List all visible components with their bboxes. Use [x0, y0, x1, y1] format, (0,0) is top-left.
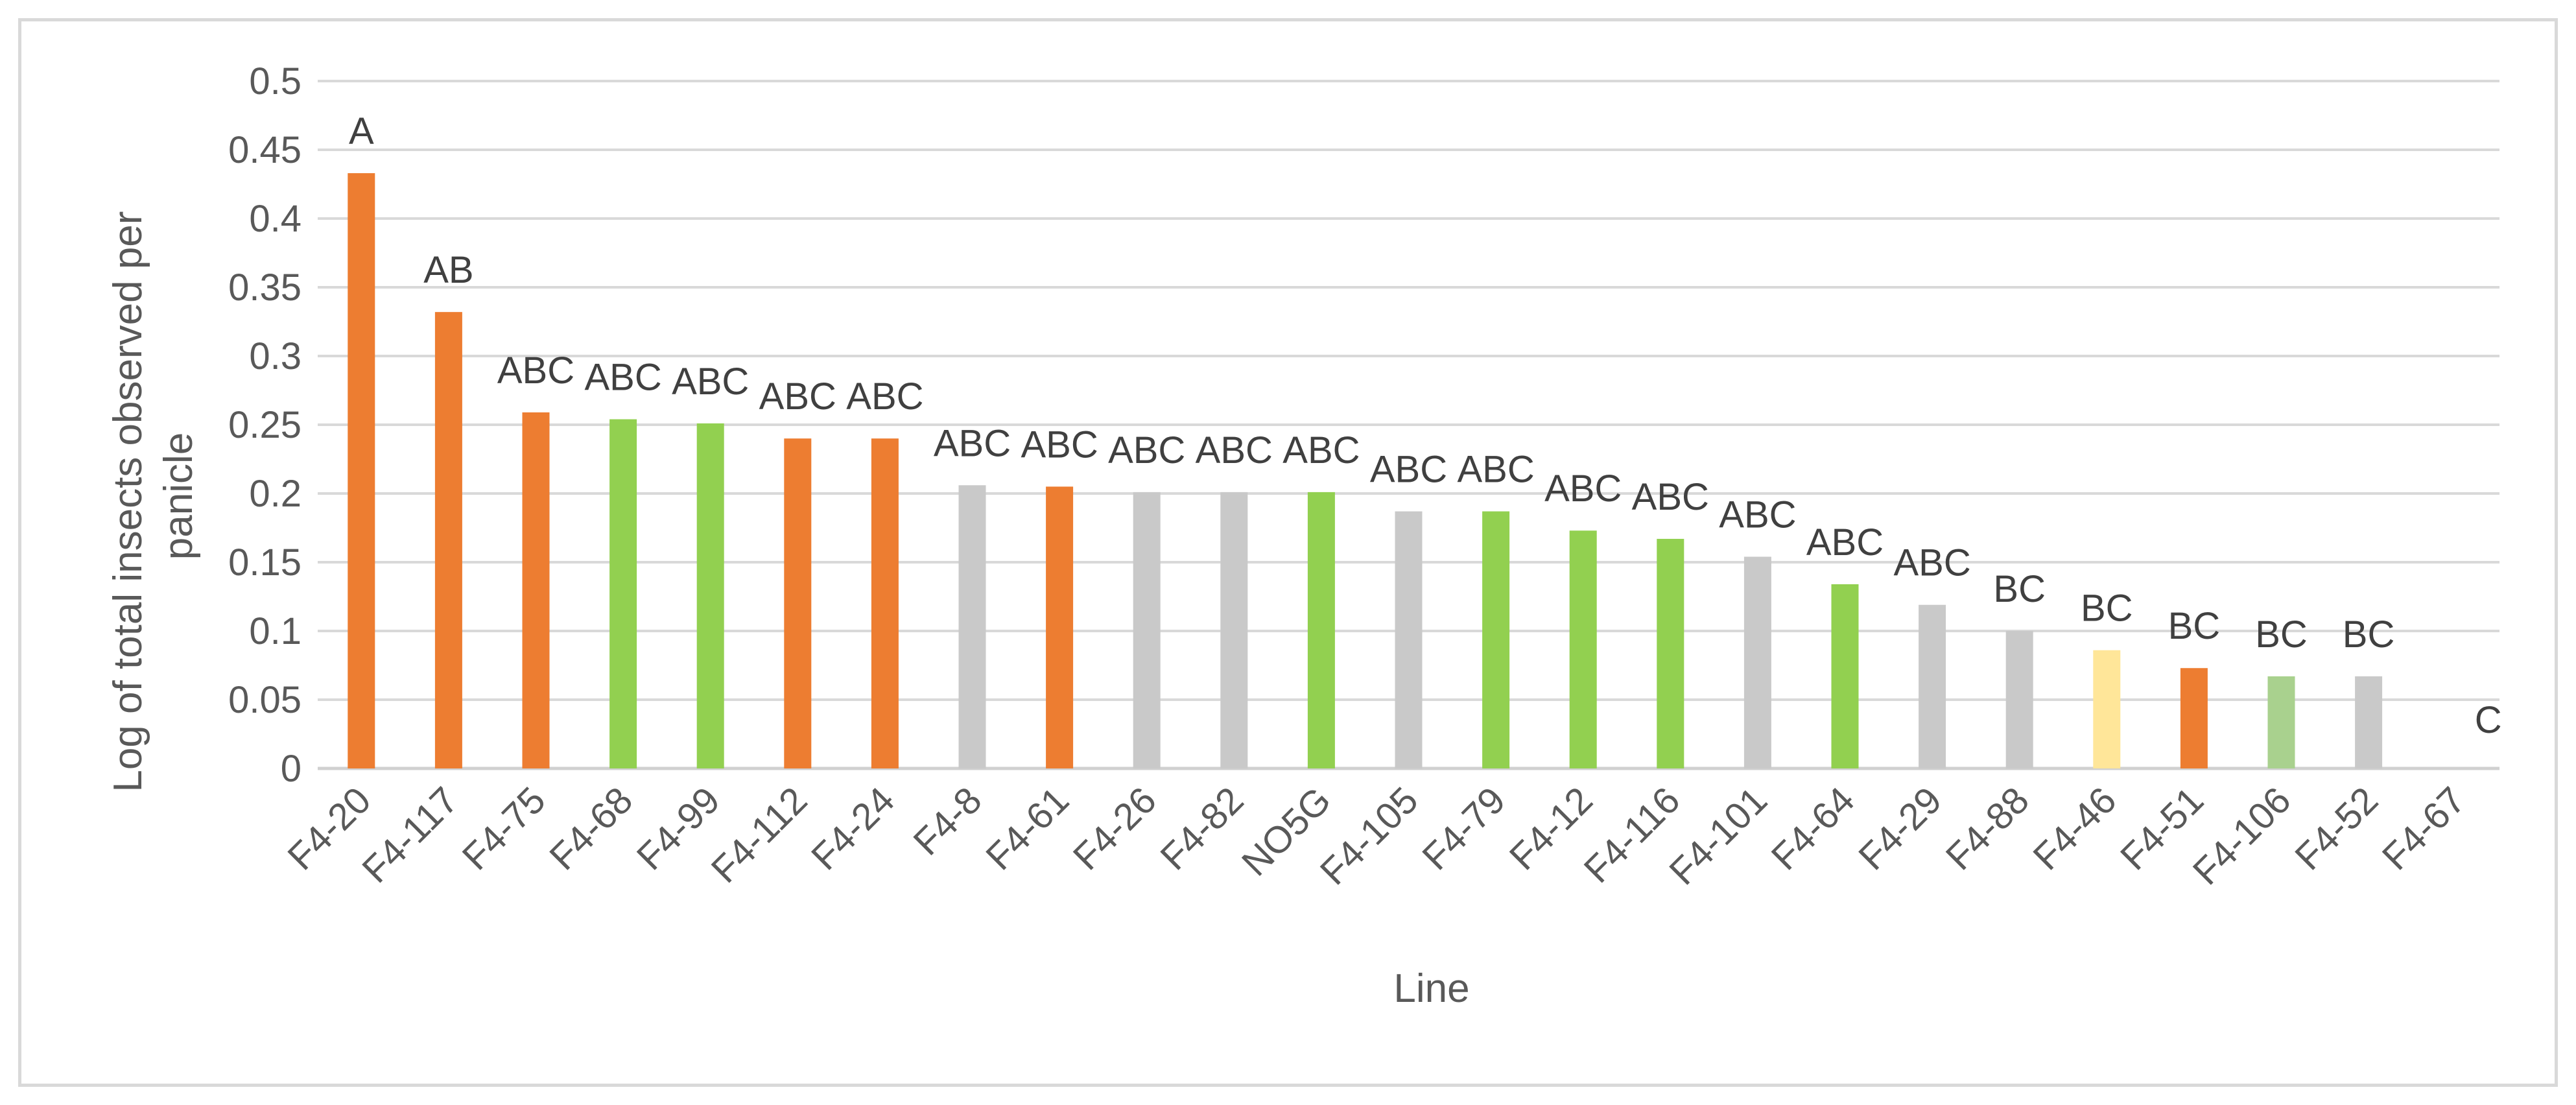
data-label: ABC — [1544, 468, 1622, 510]
x-tick-label: F4-79 — [1414, 779, 1513, 878]
data-label: ABC — [759, 375, 836, 418]
gridlines — [318, 80, 2499, 770]
x-axis-title: Line — [1393, 966, 1469, 1011]
data-label: BC — [2168, 605, 2221, 647]
data-label: ABC — [1806, 521, 1884, 564]
data-label: BC — [2255, 613, 2308, 656]
x-tick-label: F4-8 — [905, 779, 989, 863]
y-tick-label: 0.4 — [249, 198, 301, 240]
x-tick-label: F4-64 — [1764, 779, 1863, 878]
data-label: ABC — [584, 357, 661, 399]
x-tick-label: F4-106 — [2185, 779, 2299, 893]
x-tick-label: F4-112 — [703, 779, 816, 891]
bar — [784, 438, 812, 768]
data-label: AB — [423, 249, 473, 291]
bar — [1743, 556, 1771, 768]
data-label: ABC — [497, 350, 574, 392]
data-label: ABC — [1282, 429, 1360, 471]
y-tick-label: 0.3 — [249, 335, 301, 377]
y-axis-title-line-1: Log of total insects observed per — [106, 211, 150, 792]
data-label: BC — [2343, 613, 2395, 656]
x-tick-label: F4-116 — [1576, 779, 1688, 891]
bar — [1657, 538, 1684, 768]
data-label: A — [349, 110, 374, 152]
y-axis-ticks: 0 0.05 0.1 0.15 0.2 0.25 0.3 0.35 0.4 0.45 0.5 — [228, 60, 301, 790]
bar — [2267, 676, 2295, 768]
data-label: ABC — [1632, 476, 1709, 518]
data-label: ABC — [1108, 429, 1185, 471]
data-label: ABC — [1370, 449, 1447, 491]
bar — [348, 173, 375, 768]
data-label: ABC — [672, 361, 749, 403]
data-label: BC — [1993, 568, 2046, 610]
x-tick-label: F4-75 — [455, 779, 554, 878]
data-label: ABC — [846, 375, 923, 418]
bar — [2355, 676, 2383, 768]
data-label: ABC — [1893, 542, 1970, 584]
bar — [1133, 492, 1161, 768]
x-tick-label: F4-88 — [1938, 779, 2037, 878]
bar — [1831, 584, 1859, 768]
x-tick-label: F4-46 — [2025, 779, 2124, 878]
bar — [1395, 511, 1423, 768]
data-label: ABC — [1196, 429, 1273, 471]
bar — [1046, 486, 1074, 768]
bar — [2005, 631, 2033, 768]
y-tick-label: 0.05 — [228, 679, 301, 721]
bar — [522, 412, 550, 768]
bar — [2180, 668, 2208, 768]
bar — [2093, 650, 2121, 768]
bar — [958, 485, 986, 768]
data-label: ABC — [1457, 449, 1534, 491]
y-tick-label: 0.35 — [228, 267, 301, 309]
y-tick-label: 0.25 — [228, 404, 301, 446]
data-label: ABC — [1719, 494, 1796, 536]
y-tick-label: 0 — [281, 748, 301, 790]
y-axis-title-line-2: panicle — [156, 433, 201, 560]
x-tick-label: F4-67 — [2374, 779, 2474, 878]
bar — [1482, 511, 1510, 768]
bar — [1220, 492, 1248, 768]
x-tick-label: F4-24 — [803, 779, 903, 878]
y-tick-label: 0.15 — [228, 541, 301, 584]
y-tick-label: 0.45 — [228, 129, 301, 171]
x-tick-label: F4-101 — [1661, 779, 1775, 893]
y-tick-label: 0.2 — [249, 473, 301, 515]
y-tick-label: 0.5 — [249, 60, 301, 102]
x-tick-label: F4-26 — [1065, 779, 1164, 878]
bar — [609, 419, 637, 768]
bar — [434, 312, 462, 768]
x-tick-label: F4-68 — [541, 779, 641, 878]
bar — [1569, 530, 1597, 768]
x-tick-label: F4-105 — [1312, 779, 1426, 893]
x-tick-label: F4-52 — [2287, 779, 2386, 878]
y-tick-label: 0.1 — [249, 610, 301, 652]
data-label: BC — [2081, 588, 2133, 630]
x-tick-label: F4-82 — [1152, 779, 1251, 878]
data-label: C — [2475, 699, 2502, 741]
bars — [348, 173, 2383, 768]
x-tick-label: F4-117 — [354, 779, 466, 891]
x-tick-label: F4-61 — [978, 779, 1077, 878]
y-axis-title: Log of total insects observed per panicl… — [106, 200, 201, 792]
chart-frame — [18, 18, 2558, 1087]
bar — [871, 438, 899, 768]
x-tick-label: F4-29 — [1850, 779, 1950, 878]
bar — [1307, 492, 1335, 768]
data-label: ABC — [934, 422, 1011, 464]
data-label: ABC — [1021, 423, 1098, 466]
bar — [696, 423, 724, 768]
bar — [1919, 604, 1946, 768]
